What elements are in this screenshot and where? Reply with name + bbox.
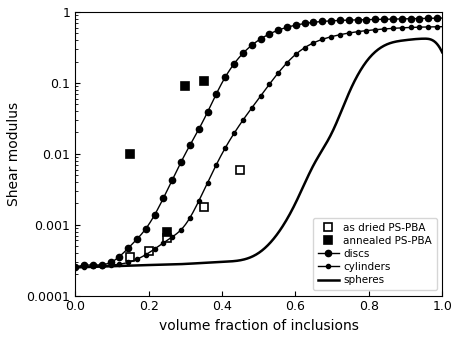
cylinders	[439, 24, 445, 29]
discs	[291, 23, 297, 28]
cylinders	[431, 25, 436, 29]
as dried PS-PBA	[201, 205, 207, 209]
discs	[373, 17, 379, 21]
discs	[247, 45, 252, 49]
Line: spheres: spheres	[75, 39, 442, 268]
annealed PS-PBA	[128, 152, 133, 156]
cylinders	[249, 106, 254, 110]
cylinders	[247, 109, 252, 113]
as dried PS-PBA	[238, 168, 243, 172]
spheres	[422, 37, 427, 41]
annealed PS-PBA	[201, 79, 207, 83]
spheres	[73, 266, 78, 270]
as dried PS-PBA	[128, 255, 133, 259]
discs	[73, 266, 78, 270]
spheres	[439, 50, 445, 54]
spheres	[271, 237, 276, 241]
cylinders	[271, 76, 276, 81]
Line: cylinders: cylinders	[73, 24, 444, 270]
cylinders	[73, 266, 78, 270]
X-axis label: volume fraction of inclusions: volume fraction of inclusions	[159, 319, 358, 333]
cylinders	[291, 54, 297, 58]
discs	[271, 30, 276, 34]
annealed PS-PBA	[183, 84, 188, 88]
discs	[439, 16, 445, 20]
Line: as dried PS-PBA: as dried PS-PBA	[126, 165, 245, 261]
cylinders	[373, 28, 379, 32]
spheres	[431, 39, 437, 43]
as dried PS-PBA	[164, 236, 170, 240]
annealed PS-PBA	[164, 230, 170, 234]
spheres	[373, 49, 379, 53]
spheres	[291, 205, 297, 209]
Legend: as dried PS-PBA, annealed PS-PBA, discs, cylinders, spheres: as dried PS-PBA, annealed PS-PBA, discs,…	[313, 218, 437, 290]
Line: annealed PS-PBA: annealed PS-PBA	[126, 77, 208, 236]
discs	[431, 16, 436, 20]
spheres	[249, 255, 254, 259]
as dried PS-PBA	[146, 250, 151, 254]
Line: discs: discs	[72, 15, 445, 271]
spheres	[247, 256, 252, 260]
discs	[249, 43, 254, 47]
Y-axis label: Shear modulus: Shear modulus	[7, 102, 21, 206]
